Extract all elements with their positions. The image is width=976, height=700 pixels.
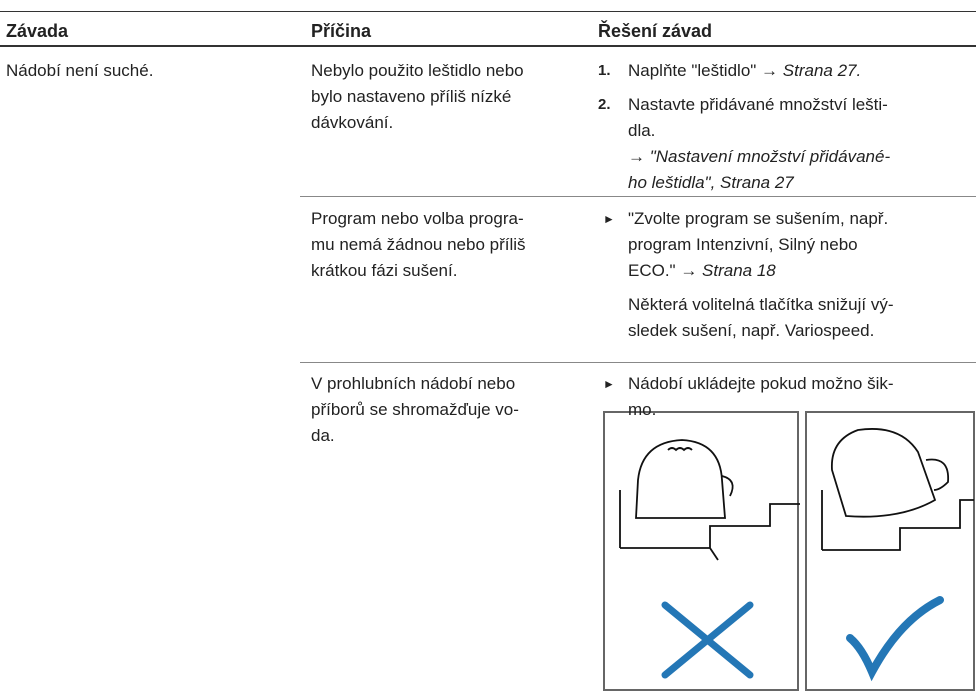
remedy-line: ho leštidla", Strana 27 <box>628 170 794 196</box>
bullet: ► <box>603 377 615 391</box>
illustration <box>603 411 975 691</box>
remedy-text: → <box>628 147 650 166</box>
remedy-text: ho leštidla", Strana 27 <box>628 173 794 192</box>
remedy-text: Naplňte "leštidlo" → <box>628 61 783 80</box>
step-number: 2. <box>598 96 611 113</box>
cause-text: da. <box>311 426 335 445</box>
remedy-line: mo. <box>628 397 656 423</box>
remedy-line: sledek sušení, např. Variospeed. <box>628 318 874 344</box>
remedy-text: sledek sušení, např. Variospeed. <box>628 321 875 340</box>
remedy-line: Nastavte přidávané množství lešti- <box>628 92 888 118</box>
cause-text: Nebylo použito leštidlo nebo <box>311 61 524 80</box>
remedy-text: "Nastavení množství přidávané- <box>649 147 891 166</box>
cause-text: mu nemá žádnou nebo příliš <box>311 235 526 254</box>
step-number: 1. <box>598 62 611 79</box>
remedy-line: ECO." → Strana 18 <box>628 258 776 284</box>
row-rule <box>300 196 976 197</box>
remedy-line: program Intenzivní, Silný nebo <box>628 232 858 258</box>
top-rule <box>0 11 976 12</box>
cause-text: bylo nastaveno příliš nízké <box>311 87 512 106</box>
cause-text: dávkování. <box>311 113 394 132</box>
remedy-text: "Zvolte program se sušením, např. <box>628 209 889 228</box>
remedy-line: → "Nastavení množství přidávané- <box>628 144 890 170</box>
remedy-line: Nádobí ukládejte pokud možno šik- <box>628 371 894 397</box>
cause-text: krátkou fázi sušení. <box>311 261 458 280</box>
remedy-text: Některá volitelná tlačítka snižují vý- <box>628 295 894 314</box>
header-cell: Závada <box>6 21 69 41</box>
remedy-line: "Zvolte program se sušením, např. <box>628 206 888 232</box>
remedy-line: Naplňte "leštidlo" → Strana 27. <box>628 58 861 84</box>
remedy-text: Strana 27. <box>782 61 862 80</box>
remedy-text: dla. <box>628 121 656 140</box>
cause-text: Program nebo volba progra- <box>311 209 524 228</box>
row-rule <box>300 362 976 363</box>
remedy-text: program Intenzivní, Silný nebo <box>628 235 858 254</box>
remedy-text: Nádobí ukládejte pokud možno šik- <box>628 374 894 393</box>
remedy-text: Strana 18 <box>702 261 776 280</box>
remedy-text: ECO." → <box>628 261 703 280</box>
remedy-line: dla. <box>628 118 655 144</box>
header-cell: Příčina <box>311 21 372 41</box>
bullet: ► <box>603 212 615 226</box>
fault-text: Nádobí není suché. <box>6 61 154 80</box>
header-rule <box>0 45 976 47</box>
remedy-line: Některá volitelná tlačítka snižují vý- <box>628 292 894 318</box>
cause-text: příborů se shromažďuje vo- <box>311 400 519 419</box>
remedy-text: Nastavte přidávané množství lešti- <box>628 95 888 114</box>
remedy-text: mo. <box>628 400 657 419</box>
header-cell: Řešení závad <box>598 21 713 41</box>
cause-text: V prohlubních nádobí nebo <box>311 374 516 393</box>
